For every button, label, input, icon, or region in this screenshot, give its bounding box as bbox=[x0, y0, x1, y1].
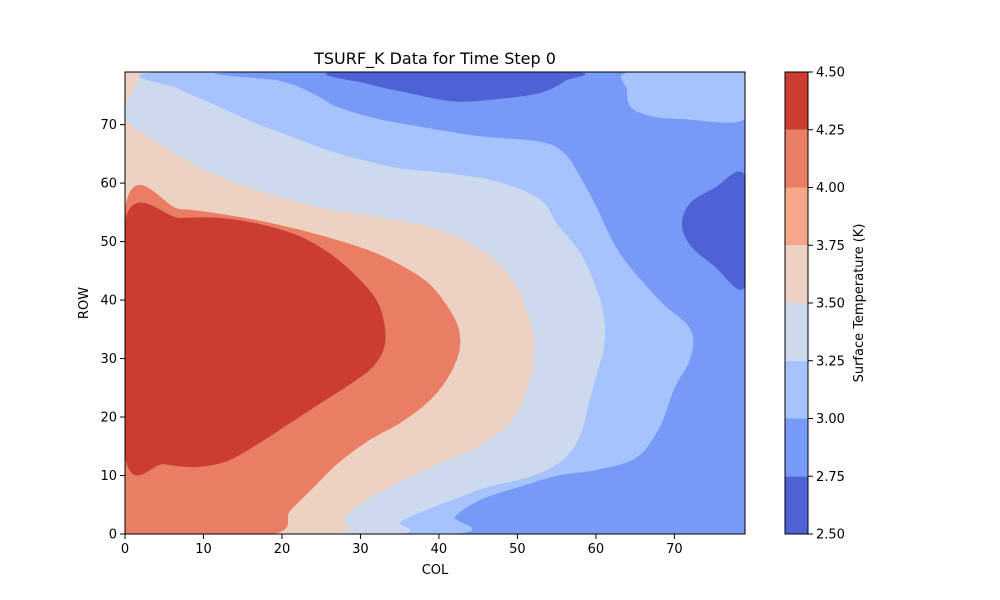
plot-frame bbox=[124, 71, 746, 535]
y-tick-label: 20 bbox=[100, 411, 117, 426]
contour-band-high-top-right bbox=[621, 72, 745, 123]
x-tick-label: 20 bbox=[274, 542, 291, 557]
y-tick-label: 40 bbox=[100, 294, 117, 309]
contour-band-low-top bbox=[325, 72, 586, 102]
contour-bands bbox=[125, 72, 745, 534]
contour-band-low-right bbox=[681, 171, 745, 290]
colorbar-tick-label: 2.50 bbox=[816, 528, 845, 543]
colorbar-segment bbox=[785, 360, 808, 419]
x-tick-label: 30 bbox=[352, 542, 369, 557]
colorbar-tick-label: 2.75 bbox=[816, 470, 845, 485]
colorbar-tick-label: 3.75 bbox=[816, 239, 845, 254]
y-tick-label: 50 bbox=[100, 235, 117, 250]
colorbar-tick-label: 3.00 bbox=[816, 412, 845, 427]
y-tick-label: 60 bbox=[100, 177, 117, 192]
x-tick-label: 70 bbox=[666, 542, 683, 557]
contour-band-level-4.25 bbox=[125, 202, 386, 476]
colorbar-tick-label: 3.25 bbox=[816, 354, 845, 369]
plot-area bbox=[124, 71, 746, 535]
x-tick-label: 50 bbox=[509, 542, 526, 557]
colorbar-tick-label: 3.50 bbox=[816, 297, 845, 312]
x-axis: 0 10 20 30 40 50 60 70 bbox=[121, 534, 683, 557]
x-tick-label: 10 bbox=[195, 542, 212, 557]
colorbar-segment bbox=[785, 72, 808, 130]
x-axis-title: COL bbox=[422, 563, 449, 578]
y-axis-title: ROW bbox=[77, 287, 92, 319]
x-tick-label: 40 bbox=[431, 542, 448, 557]
colorbar-tick-label: 4.25 bbox=[816, 123, 845, 138]
y-tick-label: 0 bbox=[109, 528, 117, 543]
colorbar-title: Surface Temperature (K) bbox=[852, 224, 867, 383]
y-tick-label: 30 bbox=[100, 352, 117, 367]
x-tick-label: 0 bbox=[121, 542, 129, 557]
y-tick-label: 70 bbox=[100, 118, 117, 133]
colorbar-segment bbox=[785, 245, 808, 303]
colorbar-segment bbox=[785, 129, 808, 188]
colorbar-segment bbox=[785, 418, 808, 477]
y-axis: 0 10 20 30 40 50 60 70 bbox=[100, 118, 125, 543]
colorbar-segment bbox=[785, 303, 808, 361]
colorbar-tick-label: 4.00 bbox=[816, 181, 845, 196]
chart-title: TSURF_K Data for Time Step 0 bbox=[313, 49, 556, 69]
colorbar-segment bbox=[785, 476, 808, 534]
y-tick-label: 10 bbox=[100, 469, 117, 484]
x-tick-label: 60 bbox=[588, 542, 605, 557]
colorbar: 2.50 2.75 3.00 3.25 3.50 3.75 4.00 4.25 4.50 bbox=[784, 66, 845, 543]
colorbar-segment bbox=[785, 187, 808, 246]
colorbar-tick-label: 4.50 bbox=[816, 66, 845, 81]
